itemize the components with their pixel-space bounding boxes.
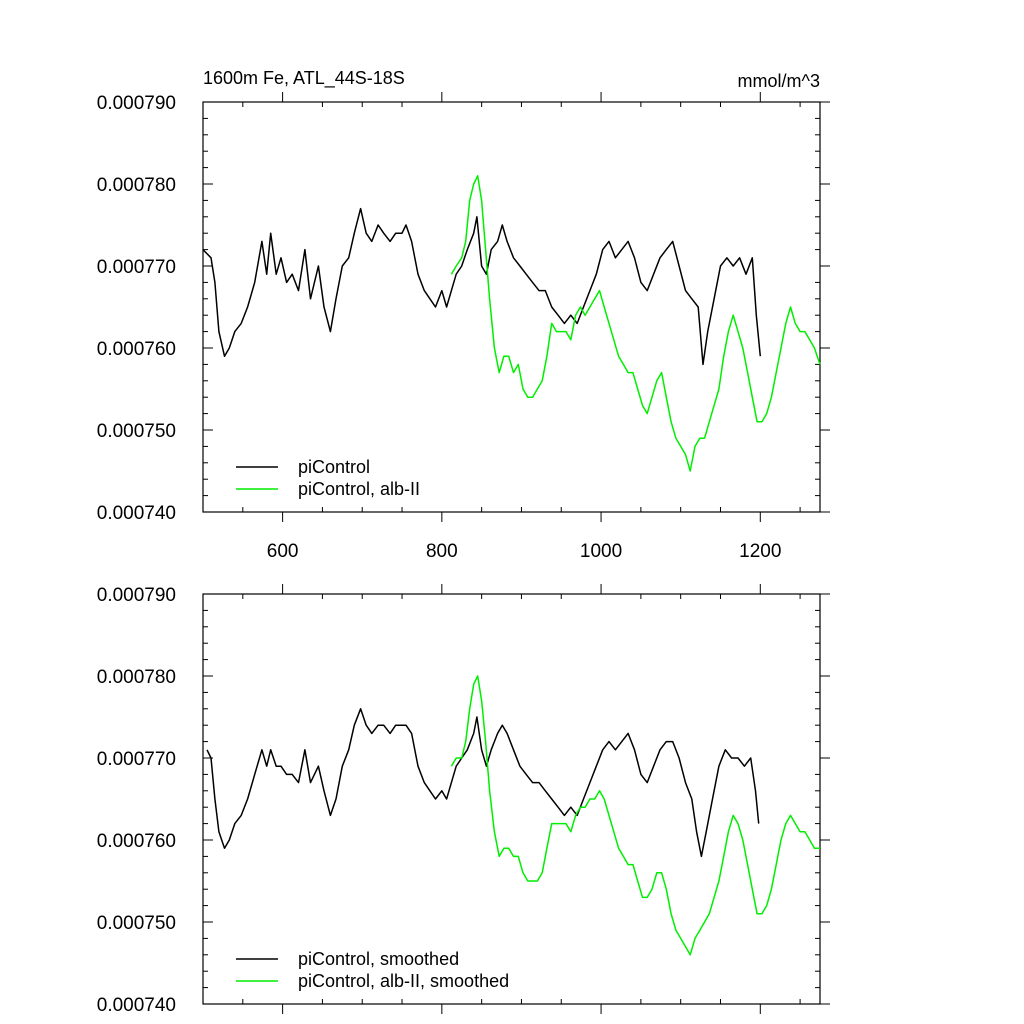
units-label: mmol/m^3 [738,71,820,91]
legend-label: piControl, alb-II [298,479,420,499]
plot-frame [202,101,821,513]
x-tick-label: 800 [426,541,458,562]
y-tick-label: 0.000770 [97,749,176,770]
y-tick-label: 0.000750 [97,913,176,934]
y-tick-label: 0.000750 [97,421,176,442]
legend-label: piControl [298,457,370,477]
series-line-picontrol [202,207,762,366]
y-tick-label: 0.000780 [97,667,176,688]
legend-label: piControl, alb-II, smoothed [298,971,509,991]
chart-title: 1600m Fe, ATL_44S-18S [203,68,405,89]
x-tick-label: 600 [267,541,299,562]
y-tick-label: 0.000790 [97,585,176,606]
y-tick-label: 0.000760 [97,339,176,360]
series-line-alb-ii [450,175,821,472]
y-tick-label: 0.000760 [97,831,176,852]
panel-raw: 600 800 1000 1200 0.000740 0.000750 0.000760 0.… [97,92,830,562]
y-tick-label: 0.000770 [97,257,176,278]
legend-label: piControl, smoothed [298,949,459,969]
panel-smoothed: 0.000740 0.000750 0.000760 0.000770 0.000780… [97,584,830,1016]
y-tick-label: 0.000740 [97,995,176,1016]
x-tick-label: 1000 [580,541,622,562]
y-tick-label: 0.000780 [97,175,176,196]
y-tick-label: 0.000790 [97,93,176,114]
series-line-alb-ii [450,675,820,956]
series-line-picontrol [206,708,760,858]
x-tick-label: 1200 [739,541,781,562]
y-tick-label: 0.000740 [97,503,176,524]
plot-frame [202,593,821,1005]
